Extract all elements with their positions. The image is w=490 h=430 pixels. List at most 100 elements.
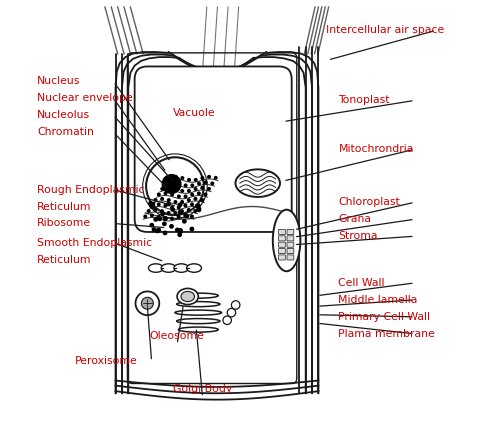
- Circle shape: [157, 228, 160, 232]
- Circle shape: [178, 182, 180, 185]
- Circle shape: [174, 188, 177, 190]
- Circle shape: [171, 217, 173, 220]
- Text: Cell Wall: Cell Wall: [339, 278, 385, 288]
- Text: Intercellular air space: Intercellular air space: [326, 25, 444, 35]
- Circle shape: [191, 203, 194, 206]
- Circle shape: [136, 292, 159, 315]
- Circle shape: [164, 204, 167, 207]
- FancyBboxPatch shape: [278, 236, 285, 241]
- Text: Golgi Body: Golgi Body: [173, 384, 232, 394]
- Circle shape: [164, 217, 167, 220]
- Circle shape: [163, 217, 167, 220]
- Circle shape: [196, 204, 199, 208]
- Ellipse shape: [161, 264, 176, 272]
- Circle shape: [171, 194, 173, 196]
- Circle shape: [168, 187, 170, 189]
- Circle shape: [211, 182, 214, 184]
- Circle shape: [157, 203, 160, 206]
- Circle shape: [154, 218, 157, 221]
- Ellipse shape: [236, 169, 280, 197]
- FancyBboxPatch shape: [135, 67, 292, 232]
- Circle shape: [157, 215, 160, 218]
- Circle shape: [184, 214, 187, 217]
- Text: Tonoplast: Tonoplast: [339, 95, 390, 105]
- Ellipse shape: [177, 319, 220, 324]
- Circle shape: [149, 204, 153, 207]
- Circle shape: [164, 217, 167, 220]
- Circle shape: [181, 190, 184, 192]
- Circle shape: [184, 184, 187, 187]
- FancyBboxPatch shape: [287, 242, 294, 247]
- Circle shape: [197, 207, 200, 210]
- Circle shape: [154, 209, 157, 211]
- FancyBboxPatch shape: [287, 249, 294, 254]
- Text: Mitochrondria: Mitochrondria: [339, 144, 414, 154]
- Circle shape: [151, 205, 154, 209]
- Circle shape: [227, 308, 236, 317]
- Circle shape: [162, 175, 181, 194]
- Text: Vacuole: Vacuole: [173, 108, 216, 118]
- Text: Primary Cell Wall: Primary Cell Wall: [339, 312, 430, 322]
- Circle shape: [191, 215, 193, 218]
- Text: Chloroplast: Chloroplast: [339, 197, 400, 207]
- Circle shape: [178, 233, 181, 236]
- Circle shape: [174, 175, 177, 178]
- Text: Nucleus: Nucleus: [37, 76, 80, 86]
- Circle shape: [194, 210, 196, 212]
- Ellipse shape: [175, 310, 221, 315]
- Circle shape: [164, 192, 167, 195]
- Circle shape: [151, 202, 154, 206]
- FancyBboxPatch shape: [278, 255, 285, 260]
- Circle shape: [150, 224, 153, 227]
- Circle shape: [149, 202, 152, 205]
- Circle shape: [171, 181, 173, 184]
- Circle shape: [195, 178, 197, 181]
- Circle shape: [181, 201, 183, 203]
- Circle shape: [152, 228, 156, 231]
- Ellipse shape: [177, 289, 198, 304]
- Circle shape: [168, 177, 171, 179]
- Text: Rough Endoplasmic: Rough Endoplasmic: [37, 184, 145, 194]
- Circle shape: [177, 215, 180, 218]
- Circle shape: [146, 157, 204, 215]
- Circle shape: [191, 194, 194, 196]
- Circle shape: [223, 316, 231, 325]
- Circle shape: [201, 199, 203, 201]
- Circle shape: [204, 181, 207, 184]
- Circle shape: [197, 182, 200, 185]
- Circle shape: [161, 210, 163, 212]
- FancyBboxPatch shape: [287, 236, 294, 241]
- Ellipse shape: [148, 264, 163, 272]
- Circle shape: [190, 227, 194, 231]
- Circle shape: [174, 212, 176, 214]
- Circle shape: [161, 187, 164, 190]
- FancyBboxPatch shape: [287, 255, 294, 260]
- Circle shape: [215, 177, 217, 179]
- Circle shape: [231, 301, 240, 309]
- Ellipse shape: [273, 210, 300, 271]
- Circle shape: [175, 228, 179, 232]
- FancyBboxPatch shape: [278, 230, 285, 234]
- Text: Peroxisome: Peroxisome: [75, 356, 138, 366]
- Circle shape: [158, 193, 160, 196]
- Text: Stroma: Stroma: [339, 231, 378, 241]
- Circle shape: [164, 182, 167, 184]
- Text: Reticulum: Reticulum: [37, 202, 92, 212]
- Circle shape: [181, 210, 183, 212]
- Circle shape: [163, 231, 167, 235]
- Circle shape: [158, 217, 161, 221]
- Circle shape: [156, 229, 159, 233]
- Circle shape: [147, 210, 150, 212]
- Text: Nucleolus: Nucleolus: [37, 110, 90, 120]
- Circle shape: [177, 206, 180, 209]
- Circle shape: [208, 175, 210, 178]
- Ellipse shape: [178, 327, 218, 332]
- Circle shape: [150, 214, 153, 217]
- Text: Oleosome: Oleosome: [149, 331, 204, 341]
- Circle shape: [183, 220, 186, 223]
- Circle shape: [197, 192, 200, 195]
- Circle shape: [168, 212, 170, 214]
- Circle shape: [168, 199, 170, 201]
- Circle shape: [177, 195, 180, 198]
- Ellipse shape: [187, 264, 201, 272]
